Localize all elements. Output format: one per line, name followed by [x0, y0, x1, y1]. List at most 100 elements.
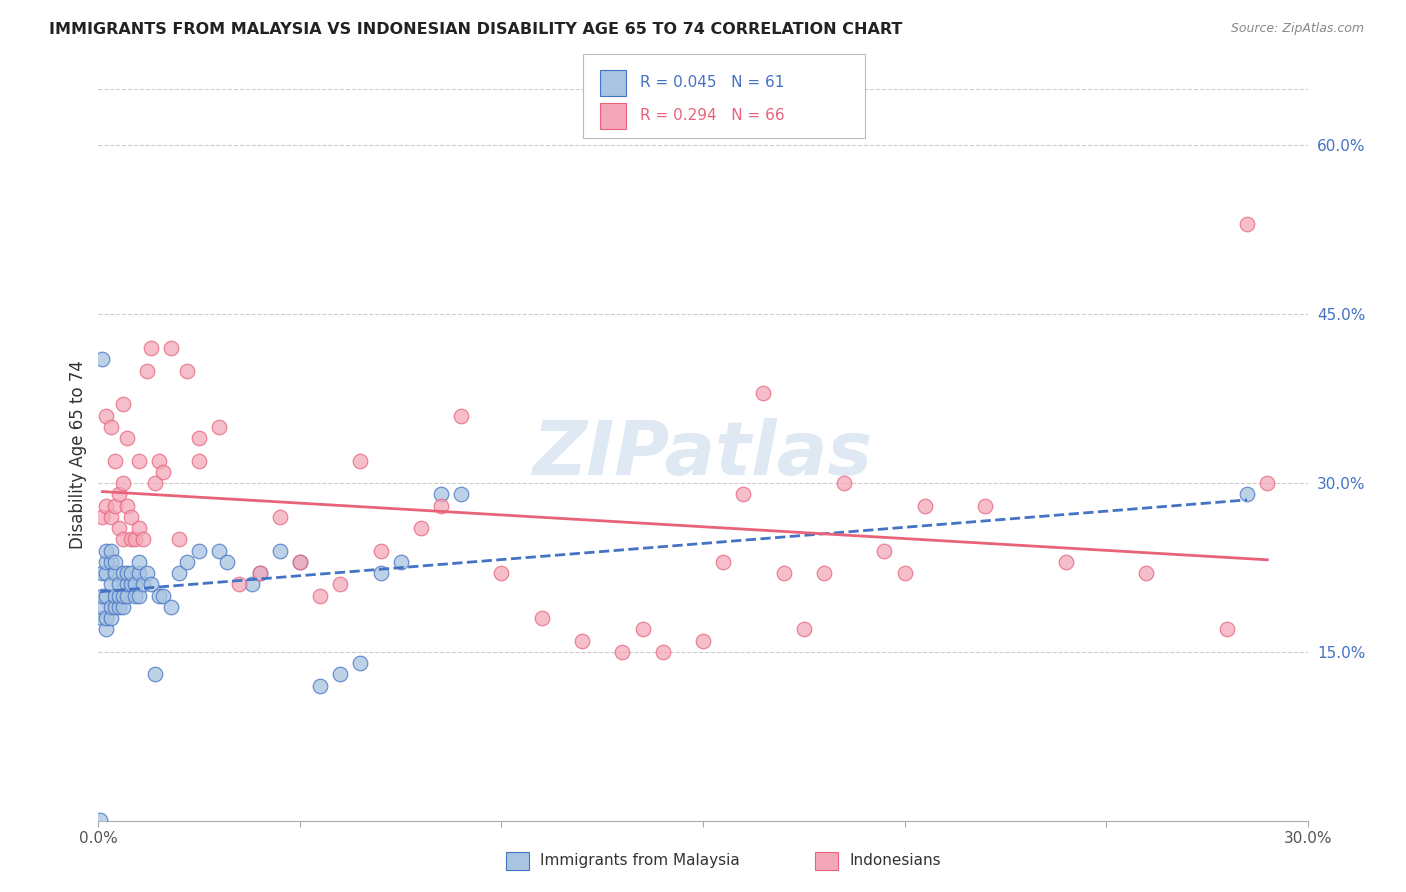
Point: [96, 611, 118, 625]
Point: [103, 589, 125, 603]
Point: [111, 397, 134, 411]
Point: [249, 566, 271, 580]
Point: [692, 633, 714, 648]
Point: [450, 409, 472, 423]
Point: [491, 566, 513, 580]
Point: [132, 577, 155, 591]
Point: [115, 431, 138, 445]
Text: ZIPatlas: ZIPatlas: [533, 418, 873, 491]
Point: [115, 566, 138, 580]
Point: [91, 599, 114, 614]
Point: [329, 667, 352, 681]
Point: [128, 555, 150, 569]
Point: [430, 499, 453, 513]
Point: [612, 645, 634, 659]
Point: [139, 577, 162, 591]
Point: [249, 566, 271, 580]
Point: [100, 555, 122, 569]
Point: [167, 566, 190, 580]
Point: [269, 509, 291, 524]
Point: [188, 453, 211, 467]
Point: [832, 476, 855, 491]
Point: [160, 341, 183, 355]
Point: [651, 645, 673, 659]
Point: [135, 566, 157, 580]
Point: [430, 487, 453, 501]
Point: [329, 577, 352, 591]
Point: [115, 577, 138, 591]
Point: [217, 555, 239, 569]
Point: [188, 543, 211, 558]
Point: [148, 589, 170, 603]
Point: [103, 599, 125, 614]
Point: [409, 521, 432, 535]
Point: [370, 543, 392, 558]
Point: [176, 555, 198, 569]
Point: [111, 599, 134, 614]
Point: [107, 521, 129, 535]
Point: [288, 555, 311, 569]
Point: [100, 543, 122, 558]
Point: [132, 533, 155, 547]
Point: [100, 577, 122, 591]
Point: [1256, 476, 1278, 491]
Point: [389, 555, 412, 569]
Point: [711, 555, 734, 569]
Point: [349, 656, 371, 670]
Point: [288, 555, 311, 569]
Point: [128, 566, 150, 580]
Point: [111, 566, 134, 580]
Point: [228, 577, 250, 591]
Point: [188, 431, 211, 445]
Point: [349, 453, 371, 467]
Point: [91, 566, 114, 580]
Point: [793, 623, 815, 637]
Point: [240, 577, 263, 591]
Point: [772, 566, 794, 580]
Point: [96, 555, 118, 569]
Point: [450, 487, 472, 501]
Point: [269, 543, 291, 558]
Point: [107, 487, 129, 501]
Point: [96, 499, 118, 513]
Point: [128, 453, 150, 467]
Point: [813, 566, 835, 580]
Point: [128, 589, 150, 603]
Point: [103, 453, 125, 467]
Point: [91, 589, 114, 603]
Point: [120, 566, 142, 580]
Point: [120, 533, 142, 547]
Point: [914, 499, 936, 513]
Point: [124, 533, 146, 547]
Point: [974, 499, 997, 513]
Point: [143, 667, 166, 681]
Point: [124, 577, 146, 591]
Point: [143, 476, 166, 491]
Point: [139, 341, 162, 355]
Point: [152, 589, 174, 603]
Text: Source: ZipAtlas.com: Source: ZipAtlas.com: [1230, 22, 1364, 36]
Point: [107, 577, 129, 591]
Point: [752, 386, 775, 401]
Point: [530, 611, 553, 625]
Point: [96, 409, 118, 423]
Point: [309, 589, 332, 603]
Text: R = 0.294   N = 66: R = 0.294 N = 66: [640, 109, 785, 123]
Point: [893, 566, 915, 580]
Text: R = 0.045   N = 61: R = 0.045 N = 61: [640, 76, 785, 90]
Text: IMMIGRANTS FROM MALAYSIA VS INDONESIAN DISABILITY AGE 65 TO 74 CORRELATION CHART: IMMIGRANTS FROM MALAYSIA VS INDONESIAN D…: [49, 22, 903, 37]
Point: [631, 623, 654, 637]
Point: [91, 352, 114, 367]
Point: [107, 599, 129, 614]
Point: [120, 509, 142, 524]
Point: [115, 499, 138, 513]
Point: [107, 589, 129, 603]
Point: [124, 589, 146, 603]
Point: [733, 487, 755, 501]
Point: [100, 599, 122, 614]
Point: [160, 599, 183, 614]
Point: [128, 521, 150, 535]
Point: [135, 363, 157, 377]
Point: [103, 566, 125, 580]
Point: [208, 543, 231, 558]
